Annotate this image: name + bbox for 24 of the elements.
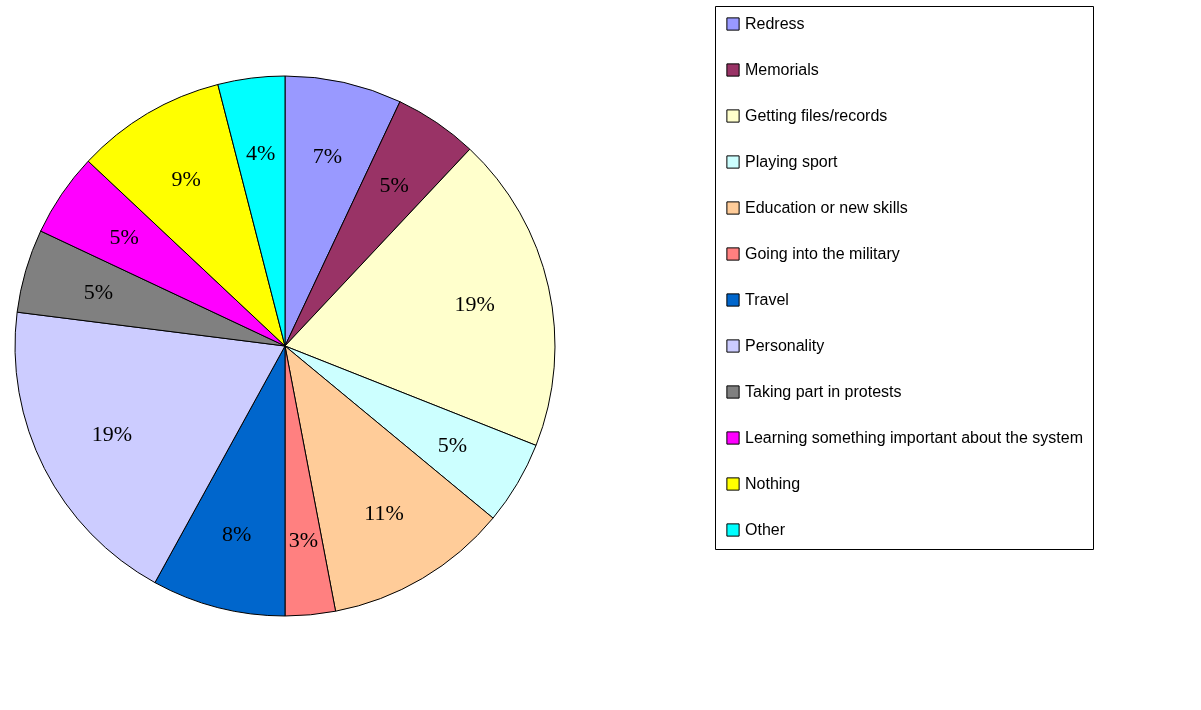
data-label: 11% [364, 500, 404, 526]
data-label: 19% [454, 290, 495, 316]
legend-label: Other [745, 521, 786, 538]
legend-label: Learning something important about the system [745, 429, 1083, 446]
data-label: 5% [379, 172, 409, 198]
data-label: 8% [221, 521, 252, 547]
legend-label: Memorials [745, 61, 819, 78]
data-label: 19% [91, 421, 132, 447]
legend-label: Getting files/records [745, 107, 888, 124]
data-label: 3% [288, 526, 318, 552]
data-label: 4% [245, 140, 276, 166]
legend-label: Going into the military [745, 245, 900, 262]
legend-label: Education or new skills [745, 199, 908, 216]
data-label: 7% [312, 143, 343, 169]
data-label: 9% [171, 165, 201, 191]
legend-label: Travel [745, 291, 789, 308]
data-label: 5% [437, 431, 467, 457]
data-label: 5% [109, 223, 139, 249]
legend-label: Redress [745, 15, 805, 32]
data-label: 5% [83, 278, 113, 304]
legend-label: Taking part in protests [745, 383, 902, 400]
legend-label: Nothing [745, 475, 801, 492]
legend-label: Playing sport [745, 153, 839, 170]
legend-label: Personality [745, 337, 825, 354]
